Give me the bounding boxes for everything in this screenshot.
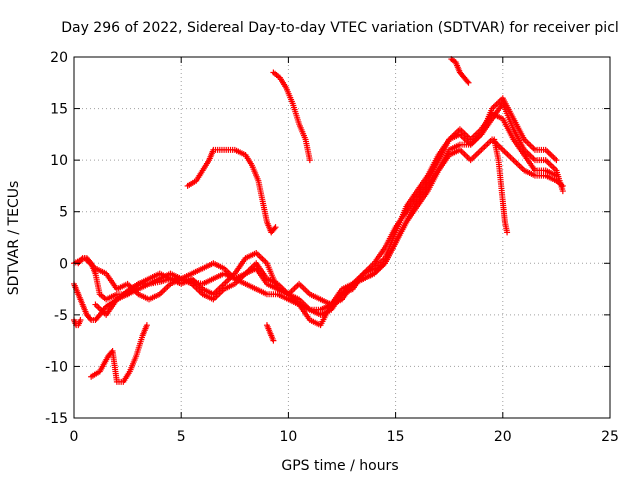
series-arc-d [92,95,560,329]
data-point [553,172,560,179]
y-tick-label: 20 [50,50,68,66]
y-axis-label: SDTVAR / TECUs [6,181,22,296]
data-point [504,229,511,236]
x-tick-label: 15 [387,429,405,445]
series-arc-e [184,146,279,236]
series-arc-k [263,322,277,344]
series-arc-b [75,136,566,308]
series-arc-h [448,56,472,86]
data-point [465,79,472,86]
series-arc-g [88,322,150,385]
x-tick-label: 25 [601,429,619,445]
series-arc-f [270,69,313,164]
y-tick-label: -10 [45,359,68,375]
y-tick-label: 0 [59,256,68,272]
data-point [553,157,560,164]
x-tick-label: 5 [177,429,186,445]
data-point [270,337,277,344]
y-tick-label: 15 [50,102,68,118]
y-tick-label: 5 [59,205,68,221]
data-point [272,224,279,231]
x-axis-ticks: 0 5 10 15 20 25 [70,57,619,445]
y-axis-ticks: -15 -10 -5 0 5 10 15 20 [45,50,610,427]
series-arc-c [71,110,560,318]
data-point [271,225,278,232]
grid-lines [74,57,610,418]
data-point [143,322,150,329]
x-tick-label: 10 [279,429,297,445]
series-arc-i [491,136,511,236]
y-tick-label: -5 [54,308,68,324]
data-points [71,56,566,385]
y-tick-label: -15 [45,411,68,427]
data-point [559,188,566,195]
series-arc-j [71,317,84,329]
x-axis-label: GPS time / hours [281,458,398,474]
y-tick-label: 10 [50,153,68,169]
data-point [306,157,313,164]
data-point [77,317,84,324]
x-tick-label: 20 [494,429,512,445]
chart-title: Day 296 of 2022, Sidereal Day-to-day VTE… [61,20,619,36]
data-point [559,182,566,189]
plot-frame [73,56,611,419]
x-tick-label: 0 [70,429,79,445]
data-point [87,315,94,322]
data-point [464,78,471,85]
